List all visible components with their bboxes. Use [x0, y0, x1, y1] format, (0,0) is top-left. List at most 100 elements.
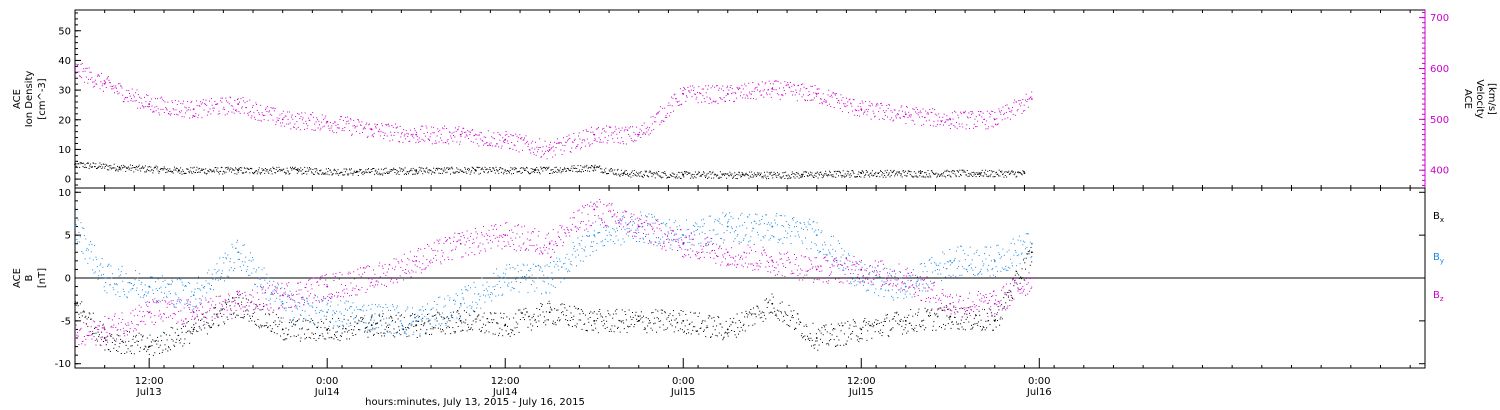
scatter-dot	[223, 262, 225, 264]
scatter-dot	[427, 317, 429, 319]
scatter-dot	[221, 97, 223, 99]
scatter-dot	[793, 310, 795, 312]
scatter-dot	[254, 323, 256, 325]
scatter-dot	[706, 96, 708, 98]
scatter-dot	[457, 326, 459, 327]
scatter-dot	[710, 87, 712, 89]
scatter-dot	[135, 270, 137, 272]
scatter-dot	[915, 107, 917, 109]
scatter-dot	[874, 321, 875, 323]
scatter-dot	[434, 172, 436, 174]
scatter-dot	[954, 110, 955, 112]
scatter-dot	[238, 111, 240, 113]
scatter-dot	[442, 330, 444, 332]
scatter-dot	[140, 97, 142, 99]
scatter-dot	[667, 316, 669, 318]
scatter-dot	[689, 91, 691, 93]
scatter-dot	[324, 117, 326, 119]
scatter-dot	[190, 296, 192, 297]
scatter-dot	[970, 111, 972, 112]
scatter-dot	[702, 174, 704, 176]
scatter-dot	[81, 227, 83, 229]
scatter-dot	[527, 145, 529, 147]
scatter-dot	[612, 172, 614, 174]
scatter-dot	[411, 133, 413, 135]
scatter-dot	[599, 139, 601, 141]
scatter-dot	[662, 324, 664, 326]
scatter-dot	[765, 318, 767, 320]
scatter-dot	[788, 304, 790, 306]
scatter-dot	[286, 338, 288, 340]
scatter-dot	[348, 173, 350, 175]
scatter-dot	[748, 82, 750, 84]
scatter-dot	[387, 171, 389, 173]
scatter-dot	[78, 231, 80, 233]
scatter-dot	[546, 166, 548, 168]
scatter-dot	[691, 176, 693, 178]
scatter-dot	[621, 321, 623, 323]
scatter-dot	[218, 173, 220, 175]
scatter-dot	[774, 80, 776, 82]
scatter-dot	[799, 321, 801, 323]
scatter-dot	[655, 173, 657, 175]
scatter-dot	[687, 171, 689, 173]
scatter-dot	[563, 168, 565, 170]
scatter-dot	[831, 176, 833, 178]
scatter-dot	[1010, 118, 1011, 120]
scatter-dot	[819, 330, 821, 332]
scatter-dot	[161, 351, 163, 353]
scatter-dot	[483, 136, 485, 138]
scatter-dot	[429, 170, 431, 172]
scatter-dot	[928, 315, 930, 317]
scatter-dot	[291, 321, 292, 323]
scatter-dot	[83, 162, 85, 164]
scatter-dot	[368, 304, 370, 306]
scatter-dot	[795, 328, 797, 330]
scatter-dot	[817, 92, 819, 94]
scatter-dot	[980, 319, 982, 321]
scatter-dot	[103, 341, 104, 342]
data-point	[726, 225, 729, 228]
scatter-dot	[869, 324, 871, 326]
scatter-dot	[280, 335, 281, 337]
scatter-dot	[227, 318, 229, 320]
scatter-dot	[470, 327, 472, 329]
scatter-dot	[126, 90, 128, 91]
scatter-dot	[732, 321, 734, 323]
scatter-dot	[809, 340, 811, 341]
scatter-dot	[214, 269, 216, 270]
scatter-dot	[807, 338, 809, 340]
scatter-dot	[157, 278, 159, 280]
scatter-dot	[136, 287, 138, 289]
scatter-dot	[1007, 292, 1009, 293]
scatter-dot	[80, 163, 82, 165]
scatter-dot	[859, 172, 861, 173]
scatter-dot	[835, 176, 837, 178]
scatter-dot	[741, 84, 743, 86]
scatter-dot	[716, 325, 718, 327]
scatter-dot	[351, 312, 353, 314]
scatter-dot	[592, 131, 594, 133]
scatter-dot	[620, 169, 622, 171]
scatter-dot	[1001, 110, 1003, 112]
scatter-dot	[998, 309, 1000, 311]
scatter-dot	[90, 241, 91, 243]
scatter-dot	[247, 168, 249, 170]
scatter-dot	[207, 322, 209, 324]
scatter-dot	[458, 126, 460, 128]
scatter-dot	[559, 319, 561, 321]
scatter-dot	[288, 111, 290, 113]
scatter-dot	[726, 177, 728, 179]
scatter-dot	[711, 317, 713, 319]
scatter-dot	[379, 128, 381, 130]
scatter-dot	[981, 169, 983, 171]
scatter-dot	[299, 314, 301, 316]
scatter-dot	[807, 176, 809, 177]
scatter-dot	[235, 297, 237, 299]
scatter-dot	[137, 107, 139, 109]
scatter-dot	[527, 326, 529, 328]
scatter-dot	[684, 330, 685, 332]
scatter-dot	[131, 345, 133, 347]
scatter-dot	[300, 167, 302, 169]
scatter-dot	[830, 94, 832, 96]
